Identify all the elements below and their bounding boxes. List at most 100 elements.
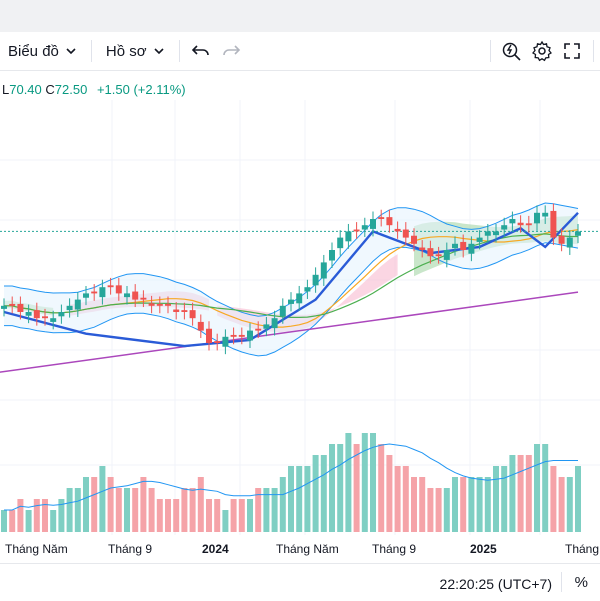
volume-bar	[255, 488, 262, 532]
candle	[435, 246, 442, 264]
candle-body	[452, 243, 458, 249]
volume-bar	[575, 466, 581, 532]
percent-scale-button[interactable]: %	[574, 574, 588, 591]
redo-icon	[222, 45, 240, 56]
candle	[238, 327, 245, 345]
fullscreen-button[interactable]	[557, 36, 587, 66]
candle	[115, 277, 122, 301]
chart-menu-button[interactable]: Biểu đồ	[0, 43, 85, 60]
volume-bar	[484, 477, 491, 532]
candle	[312, 267, 319, 293]
candle-body	[91, 291, 98, 294]
candle	[156, 296, 163, 314]
candle	[263, 316, 270, 337]
volume-bar	[566, 477, 573, 532]
volume-bar	[427, 488, 434, 532]
volume-bar	[238, 499, 245, 532]
toolbar-separator	[593, 40, 594, 62]
candle-body	[427, 248, 434, 257]
time-axis-label: 2025	[470, 542, 497, 556]
profile-menu-button[interactable]: Hồ sơ	[98, 43, 173, 60]
candle	[443, 242, 450, 268]
candle-body	[534, 212, 540, 224]
candle	[222, 329, 229, 355]
close-label: C	[45, 82, 55, 97]
candle-body	[83, 293, 89, 298]
candle-body	[345, 231, 352, 242]
candle	[402, 222, 409, 246]
candle-body	[132, 291, 139, 300]
volume-bar	[304, 466, 311, 532]
time-axis-label: 2024	[202, 542, 229, 556]
candle-body	[501, 225, 508, 230]
volume-bar	[148, 488, 155, 532]
chart-footer: 22:20:25 (UTC+7) %	[0, 563, 600, 601]
candle-body	[17, 303, 24, 312]
candle-body	[197, 321, 204, 331]
time-axis-label: Tháng 9	[108, 542, 153, 556]
volume-bar	[83, 477, 89, 532]
profile-menu-label: Hồ sơ	[105, 42, 147, 60]
toolbar-right-group	[484, 32, 600, 70]
candle	[493, 223, 499, 243]
candle-body	[361, 225, 368, 230]
volume-bar	[534, 444, 540, 532]
candle-body	[378, 217, 385, 219]
redo-button[interactable]	[216, 36, 246, 66]
candle	[1, 298, 7, 317]
volume-bar	[501, 466, 508, 532]
volume-bar	[247, 499, 253, 532]
toolbar-separator	[490, 40, 491, 62]
candle-body	[386, 217, 393, 226]
close-value: 72.50	[54, 82, 88, 97]
candle	[566, 230, 573, 255]
candle	[66, 298, 73, 318]
candle-body	[99, 287, 106, 298]
volume-bar	[222, 510, 229, 532]
candle-body	[288, 299, 294, 304]
candle	[58, 304, 65, 324]
price-chart[interactable]	[0, 100, 600, 535]
candle	[9, 296, 16, 314]
timezone-clock[interactable]: 22:20:25 (UTC+7)	[439, 576, 552, 592]
candle	[74, 292, 81, 317]
candle-body	[42, 316, 48, 319]
volume-bar	[181, 488, 188, 532]
candle	[484, 223, 491, 244]
replay-button[interactable]	[497, 36, 527, 66]
candle	[337, 230, 344, 256]
candle-body	[189, 310, 196, 319]
candle-body	[148, 303, 155, 306]
undo-button[interactable]	[186, 36, 216, 66]
volume-bar	[91, 477, 98, 532]
candle-body	[509, 219, 516, 224]
volume-bar	[9, 510, 16, 532]
volume-bar	[214, 499, 221, 532]
browser-top-strip	[0, 0, 600, 32]
volume-bar	[165, 499, 171, 532]
candle-body	[25, 312, 32, 316]
candle-body	[165, 303, 171, 306]
candle	[452, 236, 458, 256]
replay-icon	[502, 42, 521, 61]
candle	[558, 228, 565, 252]
candle-body	[411, 235, 417, 244]
volume-bar	[493, 466, 499, 532]
candle-body	[9, 303, 16, 306]
volume-bar	[542, 444, 549, 532]
volume-bar	[263, 488, 270, 532]
support-trendline[interactable]	[0, 291, 579, 373]
volume-bar	[361, 433, 368, 532]
volume-bar	[271, 488, 278, 532]
settings-button[interactable]	[527, 36, 557, 66]
candle-body	[140, 297, 147, 300]
candle	[329, 242, 335, 268]
candle-body	[263, 324, 270, 329]
change-value: +1.50 (+2.11%)	[96, 82, 186, 97]
candle-body	[255, 328, 262, 331]
candle-body	[271, 318, 278, 329]
volume-bar	[140, 477, 147, 532]
volume-bar	[517, 455, 524, 532]
candle-body	[238, 334, 245, 337]
candle-body	[329, 250, 335, 261]
